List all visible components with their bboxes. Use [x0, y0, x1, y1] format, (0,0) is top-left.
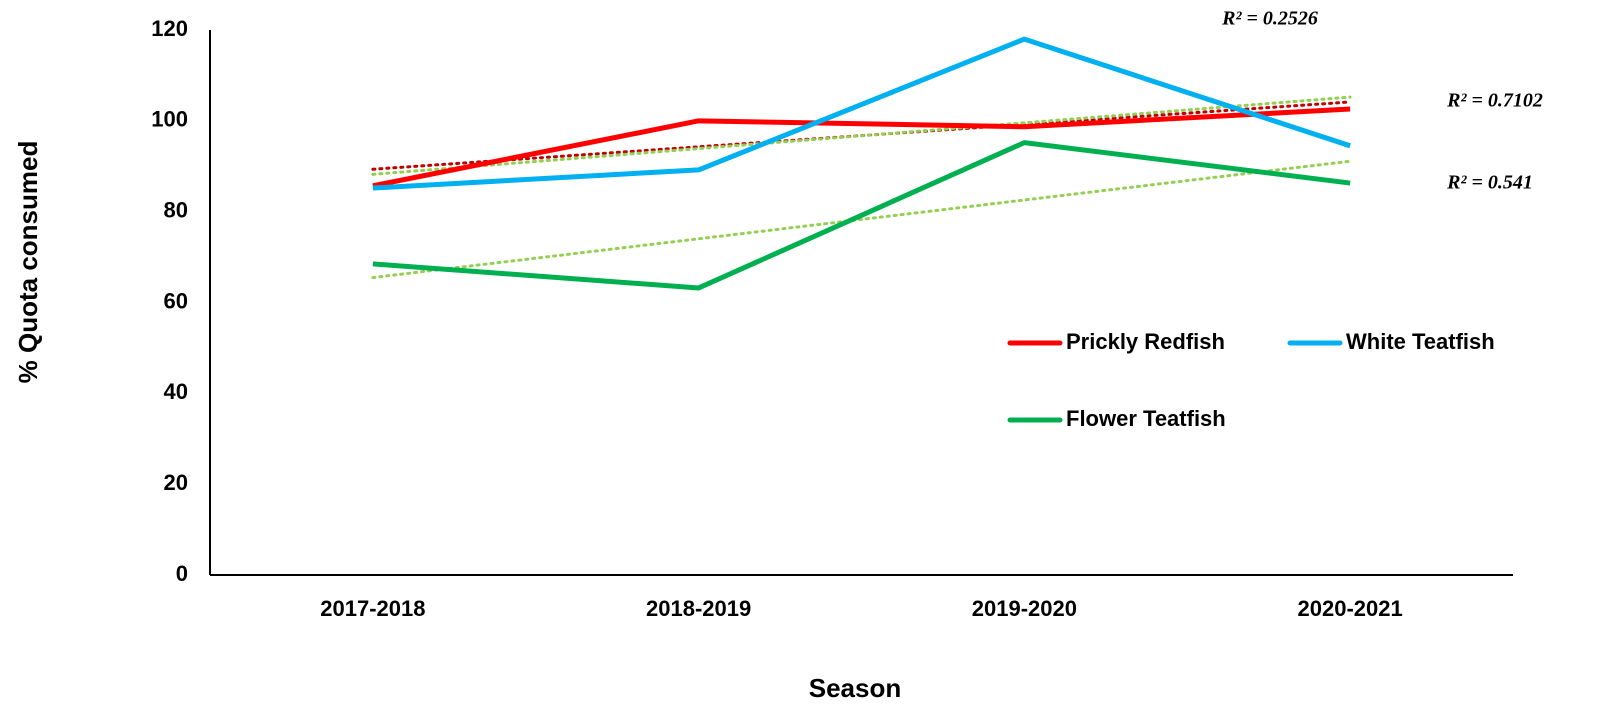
y-tick-label: 60 [164, 288, 188, 313]
x-tick-label: 2020-2021 [1298, 596, 1403, 621]
y-tick-label: 80 [164, 197, 188, 222]
y-tick-label: 0 [176, 561, 188, 586]
y-tick-label: 40 [164, 379, 188, 404]
legend-label: White Teatfish [1346, 329, 1495, 354]
trendline [371, 95, 1352, 176]
y-tick-label: 120 [151, 16, 188, 41]
legend-label: Flower Teatfish [1066, 406, 1226, 431]
r2-label: R² = 0.7102 [1446, 90, 1543, 112]
x-tick-label: 2017-2018 [320, 596, 425, 621]
series-line [372, 140, 1351, 291]
r2-label: R² = 0.2526 [1221, 8, 1318, 30]
y-tick-label: 20 [164, 470, 188, 495]
y-axis-title: % Quota consumed [13, 141, 43, 384]
x-axis-title: Season [809, 673, 902, 703]
x-tick-label: 2019-2020 [972, 596, 1077, 621]
legend-label: Prickly Redfish [1066, 329, 1225, 354]
x-tick-label: 2018-2019 [646, 596, 751, 621]
series-line [372, 106, 1351, 189]
y-tick-label: 100 [151, 107, 188, 132]
trendline [371, 159, 1352, 280]
series-line [372, 36, 1351, 191]
r2-label: R² = 0.541 [1446, 172, 1533, 194]
